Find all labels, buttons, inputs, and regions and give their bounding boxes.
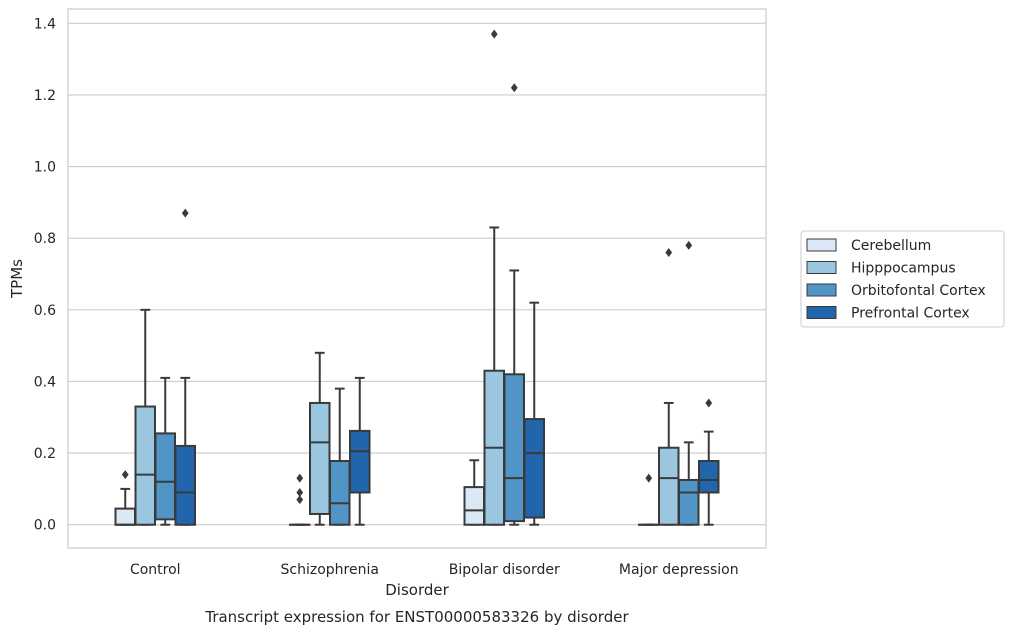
box-prefrontal-cortex bbox=[523, 301, 545, 526]
outlier-point bbox=[121, 470, 129, 480]
y-tick-label: 0.8 bbox=[34, 231, 56, 247]
box-prefrontal-cortex bbox=[698, 398, 720, 526]
outlier-point bbox=[296, 473, 304, 483]
box-cerebellum bbox=[114, 470, 136, 526]
outlier-point bbox=[685, 240, 693, 250]
y-axis-label: TPMs bbox=[8, 259, 26, 299]
chart-title: Transcript expression for ENST0000058332… bbox=[204, 608, 629, 626]
y-tick-label: 1.2 bbox=[34, 88, 56, 104]
box-body bbox=[463, 486, 485, 526]
x-tick-label: Control bbox=[130, 562, 181, 578]
boxes-layer bbox=[114, 29, 720, 526]
box-body bbox=[349, 429, 371, 494]
box-orbitofontal-cortex bbox=[154, 376, 176, 526]
box-cerebellum bbox=[289, 473, 311, 526]
legend-label: Cerebellum bbox=[851, 238, 931, 254]
outlier-point bbox=[705, 398, 713, 408]
x-tick-label: Schizophrenia bbox=[281, 562, 379, 578]
legend-label: Orbitofontal Cortex bbox=[851, 283, 986, 299]
box-body bbox=[329, 459, 351, 526]
y-tick-label: 0.6 bbox=[34, 303, 56, 319]
x-tick-label: Major depression bbox=[619, 562, 739, 578]
box-prefrontal-cortex bbox=[349, 376, 371, 526]
x-tick-label: Bipolar disorder bbox=[449, 562, 560, 578]
legend-swatch bbox=[806, 306, 837, 319]
box-body bbox=[658, 446, 680, 526]
y-tick-label: 0.0 bbox=[34, 518, 56, 534]
outlier-point bbox=[665, 248, 673, 258]
box-body bbox=[698, 459, 720, 494]
y-tick-label: 0.2 bbox=[34, 446, 56, 462]
y-tick-label: 1.0 bbox=[34, 160, 56, 176]
box-cerebellum bbox=[463, 459, 485, 526]
box-hipppocampus bbox=[309, 351, 331, 526]
legend-swatch bbox=[806, 283, 837, 297]
legend-swatch bbox=[806, 238, 837, 252]
outlier-point bbox=[510, 83, 518, 93]
y-tick-labels: 0.0 0.2 0.4 0.6 0.8 1.0 1.2 1.4 bbox=[34, 16, 56, 533]
y-tick-label: 1.4 bbox=[34, 16, 56, 32]
box-prefrontal-cortex bbox=[174, 208, 196, 526]
x-tick-labels: Control Schizophrenia Bipolar disorder Majo… bbox=[130, 562, 739, 578]
outlier-point bbox=[296, 487, 304, 497]
box-orbitofontal-cortex bbox=[503, 83, 525, 526]
box-body bbox=[174, 444, 196, 526]
box-body bbox=[309, 401, 331, 515]
outlier-point bbox=[296, 495, 304, 505]
box-orbitofontal-cortex bbox=[329, 387, 351, 526]
outlier-point bbox=[490, 29, 498, 39]
box-hipppocampus bbox=[658, 248, 680, 526]
outlier-point bbox=[181, 208, 189, 218]
box-body bbox=[134, 405, 156, 526]
box-hipppocampus bbox=[483, 29, 505, 526]
box-body bbox=[503, 373, 525, 523]
box-body bbox=[114, 507, 136, 526]
outlier-point bbox=[645, 473, 653, 483]
box-hipppocampus bbox=[134, 308, 156, 526]
box-body bbox=[154, 432, 176, 521]
legend: Cerebellum Hipppocampus Orbitofontal Corte… bbox=[800, 230, 1005, 328]
legend-swatch bbox=[806, 261, 837, 274]
box-body bbox=[678, 478, 700, 526]
legend-label: Hipppocampus bbox=[851, 261, 956, 277]
box-orbitofontal-cortex bbox=[678, 240, 700, 526]
legend-frame bbox=[800, 230, 1005, 328]
box-cerebellum bbox=[638, 473, 660, 526]
plot-area bbox=[67, 8, 767, 549]
x-axis-label: Disorder bbox=[385, 581, 449, 599]
y-tick-label: 0.4 bbox=[34, 374, 56, 390]
box-body bbox=[523, 418, 545, 519]
legend-label: Prefrontal Cortex bbox=[851, 306, 970, 322]
